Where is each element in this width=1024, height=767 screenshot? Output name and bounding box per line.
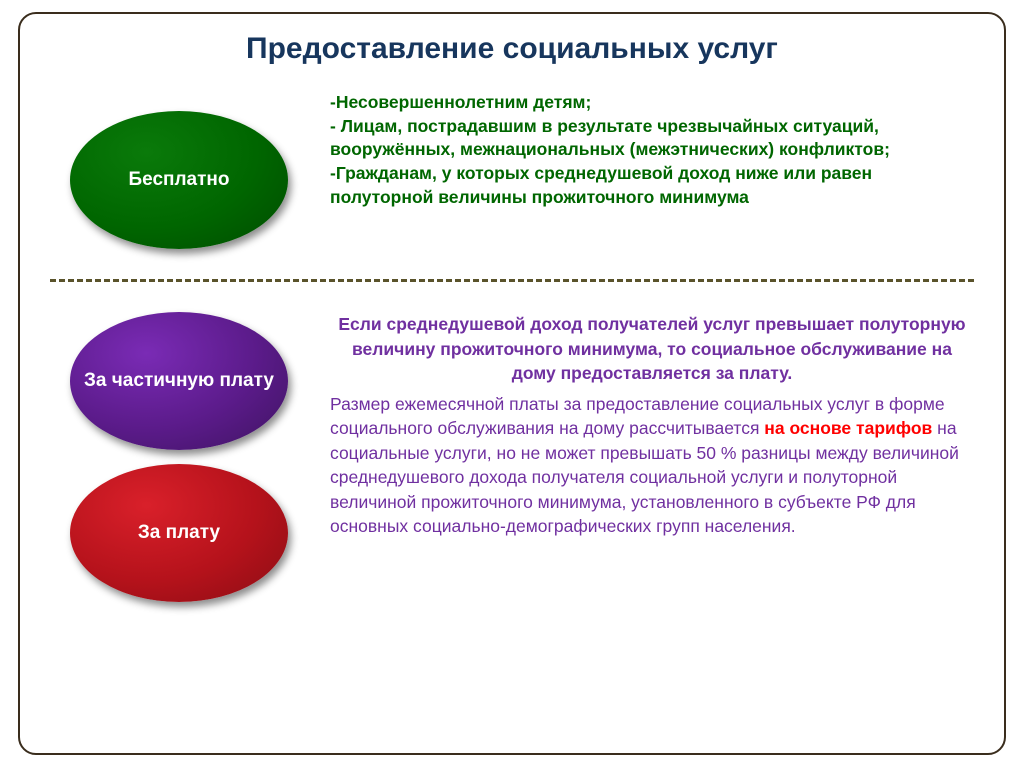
oval-paid-label: За плату (138, 522, 220, 544)
condition-line: -Гражданам, у которых среднедушевой дохо… (330, 162, 974, 209)
oval-full-pay: За плату (70, 464, 288, 602)
free-conditions-list: -Несовершеннолетним детям;- Лицам, постр… (330, 91, 974, 209)
tariffs-phrase: на основе тарифов (764, 418, 932, 438)
bottom-section: За частичную плату За плату Если среднед… (50, 312, 974, 602)
page-title: Предоставление социальных услуг (50, 32, 974, 66)
oval-free: Бесплатно (70, 111, 288, 249)
oval-free-label: Бесплатно (128, 169, 229, 191)
section-divider (50, 279, 974, 282)
slide-frame: Предоставление социальных услуг Бесплатн… (18, 12, 1006, 755)
paid-body-text: Размер ежемесячной платы за предоставлен… (330, 392, 974, 539)
oval-partial-pay: За частичную плату (70, 312, 288, 450)
paid-intro-text: Если среднедушевой доход получателей усл… (330, 312, 974, 386)
condition-line: -Несовершеннолетним детям; (330, 91, 974, 115)
paid-ovals-column: За частичную плату За плату (50, 312, 288, 602)
condition-line: - Лицам, пострадавшим в результате чрезв… (330, 115, 974, 162)
top-section: Бесплатно -Несовершеннолетним детям;- Ли… (50, 86, 974, 249)
paid-description: Если среднедушевой доход получателей усл… (330, 312, 974, 539)
oval-partial-label: За частичную плату (84, 369, 274, 393)
